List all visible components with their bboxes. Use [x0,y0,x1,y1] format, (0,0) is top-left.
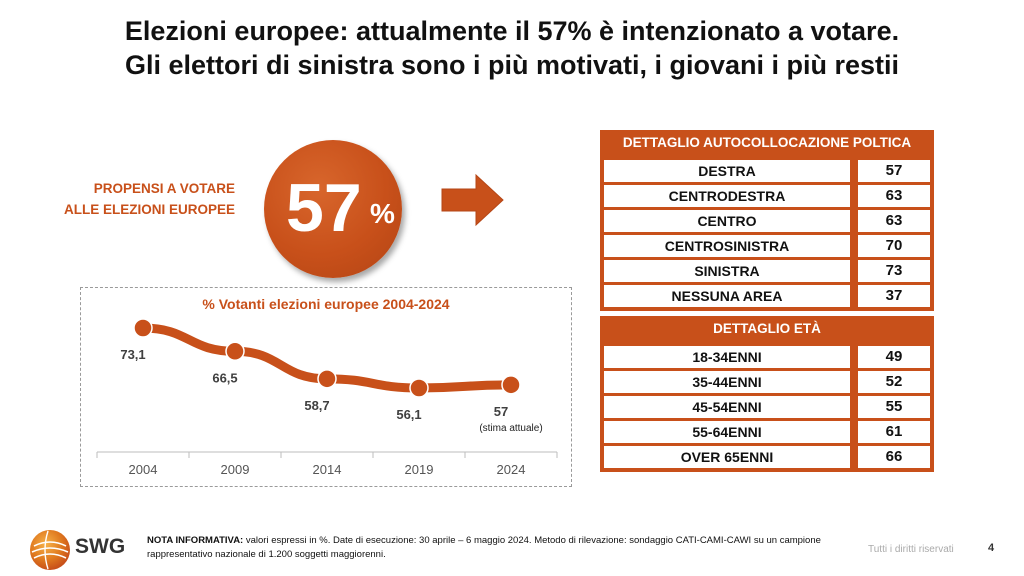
data-point [317,369,337,389]
age-table-row-label: 55-64ENNI [604,421,850,443]
age-table-row-value: 66 [858,446,930,468]
political-table-row-label: CENTROSINISTRA [604,235,850,257]
slide-title: Elezioni europee: attualmente il 57% è i… [0,14,1024,82]
age-table-header: DETTAGLIO ETÀ [600,316,934,342]
x-tick-label: 2019 [405,462,434,477]
chart-title: % Votanti elezioni europee 2004-2024 [202,296,450,312]
political-table-row-value: 63 [858,185,930,207]
data-annotation: (stima attuale) [479,423,542,434]
data-point [225,341,245,362]
political-table-row: NESSUNA AREA 37 [604,285,930,307]
political-table-row-value: 63 [858,210,930,232]
swg-logo-icon [30,530,70,570]
page-number: 4 [988,542,995,554]
political-table-row: CENTROSINISTRA 70 [604,235,930,257]
age-table-row-label: 45-54ENNI [604,396,850,418]
age-table-row: 35-44ENNI 52 [604,371,930,393]
age-table-body: 18-34ENNI 49 35-44ENNI 52 45-54ENNI 55 55-64EN… [600,342,934,472]
x-tick-label: 2004 [129,462,158,477]
data-label: 57 [494,404,508,419]
x-tick-label: 2009 [221,462,250,477]
political-table-body: DESTRA 57 CENTRODESTRA 63 CENTRO 63 CENTROSINI… [600,156,934,311]
age-table-row: 55-64ENNI 61 [604,421,930,443]
age-detail-table: DETTAGLIO ETÀ 18-34ENNI 49 35-44ENNI 52 45-5… [600,316,934,472]
political-table-row-label: CENTRODESTRA [604,185,850,207]
footnote-label: NOTA INFORMATIVA: [147,535,244,546]
headline-value-circle: 57 % [264,140,402,278]
political-table-row-label: NESSUNA AREA [604,285,850,307]
political-table-header: DETTAGLIO AUTOCOLLOCAZIONE POLTICA [600,130,934,156]
age-table-row-value: 61 [858,421,930,443]
age-table-row-label: 18-34ENNI [604,346,850,368]
title-line-1: Elezioni europee: attualmente il 57% è i… [124,16,900,46]
title-line-2: Gli elettori di sinistra sono i più moti… [124,50,900,80]
right-arrow-icon [441,173,504,227]
headline-value: 57 [286,170,362,246]
political-table-row-label: CENTRO [604,210,850,232]
age-table-row: OVER 65ENNI 66 [604,446,930,468]
x-tick-label: 2014 [313,462,342,477]
age-table-row-label: OVER 65ENNI [604,446,850,468]
political-table-row-value: 70 [858,235,930,257]
headline-label-line-1: PROPENSI A VOTARE [93,181,235,196]
data-label: 56,1 [396,407,421,422]
political-table-row-value: 37 [858,285,930,307]
political-table-row: DESTRA 57 [604,160,930,182]
political-table-row: CENTRODESTRA 63 [604,185,930,207]
logo-text: SWG [75,535,126,558]
headline-label-line-2: ALLE ELEZIONI EUROPEE [63,202,235,217]
age-table-row-label: 35-44ENNI [604,371,850,393]
age-table-row: 18-34ENNI 49 [604,346,930,368]
political-detail-table: DETTAGLIO AUTOCOLLOCAZIONE POLTICA DESTR… [600,130,934,311]
turnout-chart: % Votanti elezioni europee 2004-2024 73,… [80,287,572,487]
political-table-row-label: SINISTRA [604,260,850,282]
copyright-notice: Tutti i diritti riservati [868,544,954,555]
data-label: 66,5 [212,370,237,385]
political-table-row-value: 73 [858,260,930,282]
headline-unit: % [370,198,395,229]
political-table-row: SINISTRA 73 [604,260,930,282]
data-point [133,318,153,338]
age-table-row-value: 52 [858,371,930,393]
footnote: NOTA INFORMATIVA: valori espressi in %. … [147,534,847,562]
age-table-row-value: 55 [858,396,930,418]
political-table-row-label: DESTRA [604,160,850,182]
age-table-row: 45-54ENNI 55 [604,396,930,418]
x-tick-label: 2024 [497,462,526,477]
political-table-row: CENTRO 63 [604,210,930,232]
political-table-row-value: 57 [858,160,930,182]
chart-canvas: 73,1 66,5 58,7 56,1 57 (stima attuale) 2004 200… [96,318,558,477]
data-label: 58,7 [304,398,329,413]
data-point [409,378,429,398]
data-label: 73,1 [120,347,145,362]
footnote-text: valori espressi in %. Date di esecuzione… [147,535,821,560]
data-point [501,375,521,395]
headline-label: PROPENSI A VOTARE ALLE ELEZIONI EUROPEE [40,178,235,220]
age-table-row-value: 49 [858,346,930,368]
